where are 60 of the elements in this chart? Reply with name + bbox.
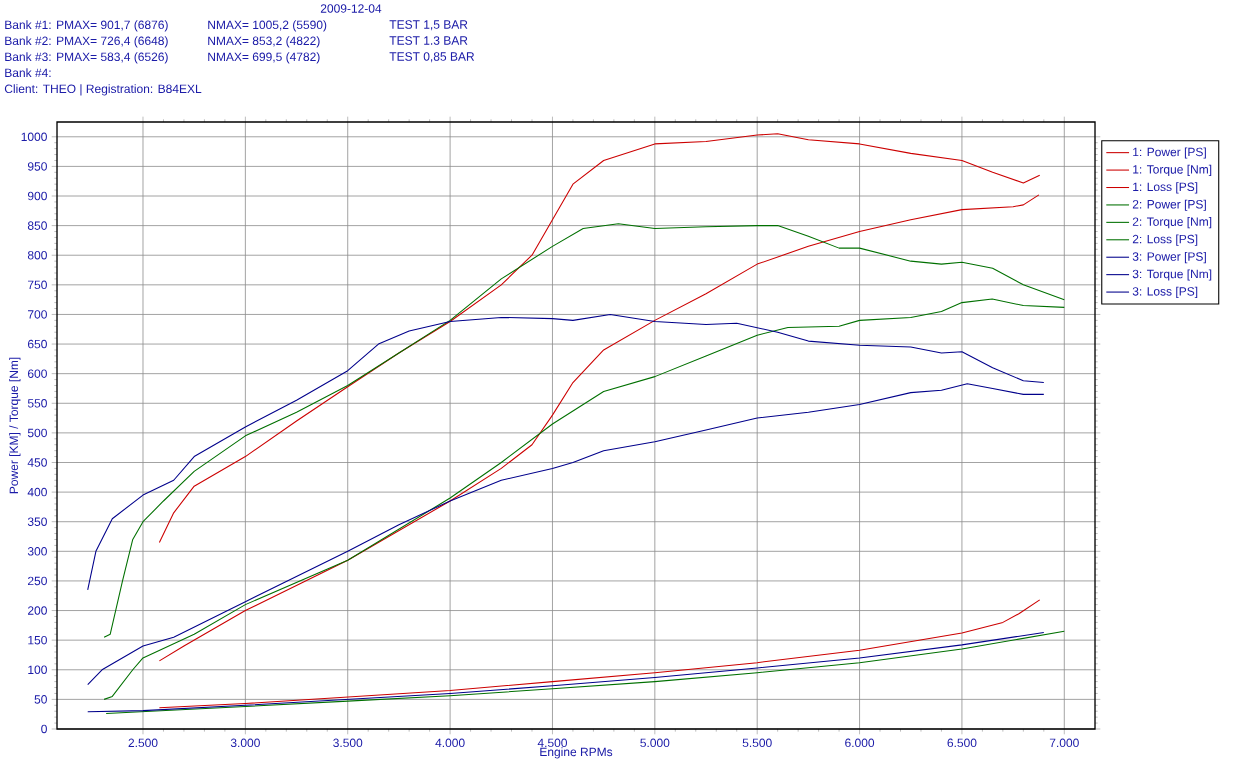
text: TEST 1.3 BAR (389, 36, 468, 45)
legend-label: 3: Torque [Nm] (1132, 269, 1212, 281)
legend-label: 1: Torque [Nm] (1133, 164, 1212, 177)
y-tick-label: 400 (27, 487, 47, 497)
y-tick-label: 950 (27, 162, 47, 171)
x-tick-label: 7.000 (1049, 738, 1079, 748)
x-tick-label: 4.500 (537, 738, 568, 748)
x-tick-label: 5.500 (742, 738, 772, 748)
x-axis-title: Engine RPMs (540, 747, 613, 759)
x-tick-label: 3.500 (333, 738, 363, 748)
y-tick-label: 750 (27, 280, 47, 290)
x-tick-label: 6.000 (845, 738, 875, 748)
y-tick-label: 600 (27, 369, 47, 378)
line-series (158, 133, 1041, 543)
y-tick-label: 350 (27, 517, 47, 526)
x-tick-label: 3.000 (230, 738, 260, 748)
x-tick-label: 5.000 (640, 738, 670, 748)
text: Bank #1: PMAX= 901,7 (6876) (5, 20, 168, 32)
legend-label: 2: Loss [PS] (1132, 234, 1198, 246)
y-tick-label: 1000 (21, 132, 47, 142)
y-tick-label: 500 (27, 428, 47, 438)
line-series (87, 383, 1045, 686)
legend-label: 1: Loss [PS] (1133, 182, 1198, 194)
y-tick-label: 650 (27, 339, 47, 349)
y-tick-label: 450 (27, 458, 47, 467)
x-tick-label: 6.500 (947, 738, 977, 748)
x-tick-label: 2.500 (128, 738, 158, 748)
text: NMAX= 699,5 (4782) (208, 52, 320, 64)
y-tick-label: 800 (27, 250, 47, 260)
y-tick-label: 300 (27, 547, 47, 556)
text: TEST 0,85 BAR (389, 52, 475, 63)
legend-label: 2: Power [PS] (1132, 199, 1206, 211)
line-series (158, 194, 1040, 662)
text: TEST 1,5 BAR (389, 20, 468, 31)
legend-label: 3: Power [PS] (1132, 251, 1206, 264)
y-tick-label: 550 (27, 399, 47, 408)
y-tick-label: 700 (27, 310, 47, 319)
y-tick-label: 150 (28, 635, 47, 645)
y-tick-label: 200 (27, 606, 47, 615)
legend-label: 2: Torque [Nm] (1132, 217, 1212, 229)
x-tick-label: 4.000 (435, 738, 465, 748)
y-axis-title: Power [KM] / Torque [Nm] (9, 357, 21, 494)
text: 2009-12-04 (320, 4, 382, 13)
legend-label: 1: Power [PS] (1133, 147, 1206, 159)
y-tick-label: 0 (41, 724, 47, 734)
text: Bank #4: (5, 68, 51, 78)
text: NMAX= 1005,2 (5590) (208, 20, 327, 32)
line-series (103, 223, 1065, 638)
legend-label: 3: Loss [PS] (1132, 286, 1198, 299)
y-tick-label: 900 (27, 191, 47, 201)
text: Bank #2: PMAX= 726,4 (6648) (5, 36, 168, 48)
text: NMAX= 853,2 (4822) (208, 36, 320, 48)
line-series (103, 298, 1065, 700)
text: Client: THEO | Registration: B84EXL (4, 84, 202, 96)
y-tick-label: 850 (27, 221, 47, 230)
y-tick-label: 100 (28, 665, 47, 675)
line-series (87, 313, 1045, 591)
y-tick-label: 250 (27, 576, 47, 586)
text: Bank #3: PMAX= 583,4 (6526) (5, 52, 168, 64)
y-tick-label: 50 (34, 695, 47, 704)
